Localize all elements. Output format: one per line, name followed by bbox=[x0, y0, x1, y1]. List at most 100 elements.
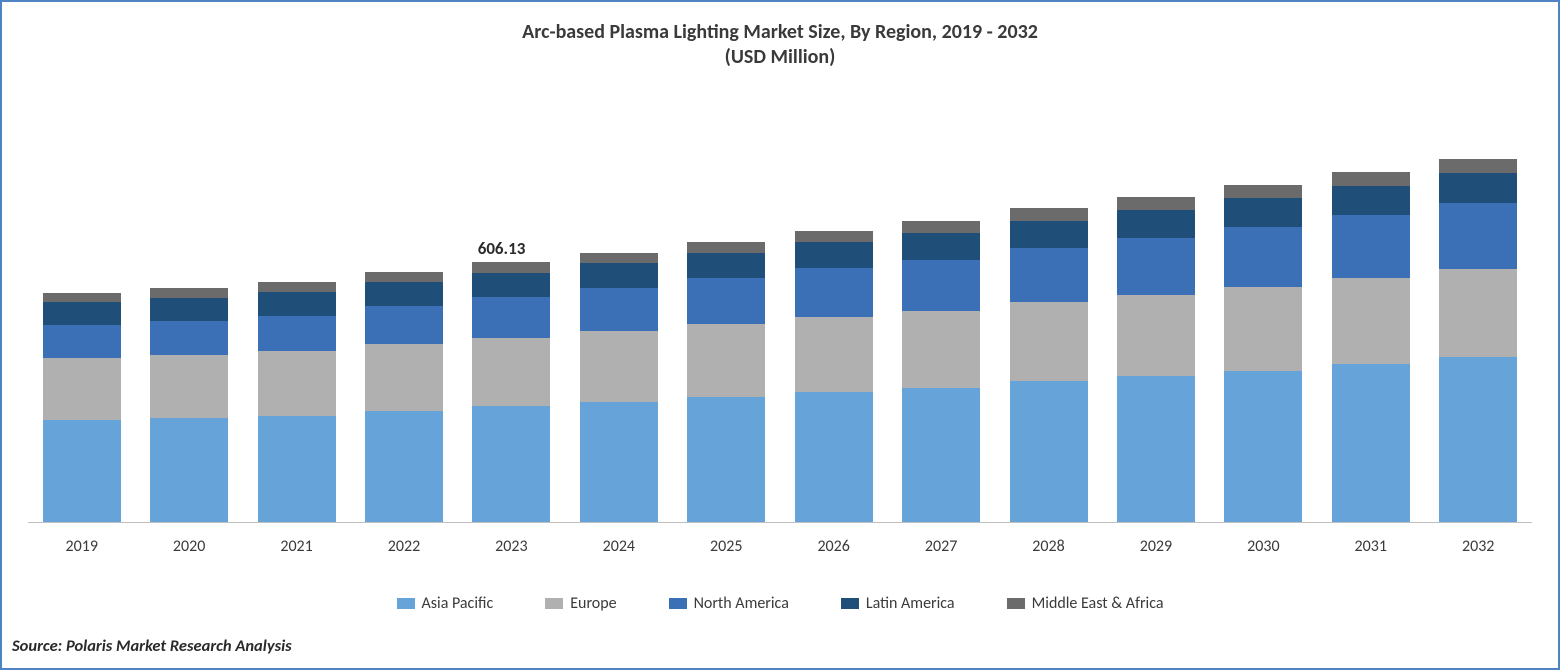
bar-segment bbox=[1224, 185, 1302, 198]
stacked-bar bbox=[1439, 159, 1517, 523]
legend-label: Europe bbox=[570, 594, 616, 613]
chart-subtitle: (USD Million) bbox=[2, 45, 1558, 70]
legend-label: Asia Pacific bbox=[422, 594, 494, 613]
bar-segment bbox=[150, 355, 228, 418]
bar-segment bbox=[687, 253, 765, 278]
bar-slot bbox=[135, 288, 242, 523]
x-axis-label: 2028 bbox=[995, 537, 1102, 556]
bar-segment bbox=[795, 268, 873, 317]
bar-segment bbox=[1117, 295, 1195, 376]
bar-segment bbox=[365, 411, 443, 523]
bar-segment bbox=[1224, 371, 1302, 524]
bar-segment bbox=[1439, 269, 1517, 357]
bar-segment bbox=[258, 292, 336, 316]
x-axis-label: 2023 bbox=[458, 537, 565, 556]
bar-slot bbox=[458, 262, 565, 523]
bar-segment bbox=[580, 288, 658, 331]
bar-segment bbox=[580, 253, 658, 264]
x-axis-label: 2019 bbox=[28, 537, 135, 556]
bar-segment bbox=[150, 321, 228, 355]
bar-segment bbox=[580, 263, 658, 288]
legend-item: North America bbox=[669, 594, 789, 613]
bar-segment bbox=[687, 397, 765, 523]
bar-segment bbox=[1439, 173, 1517, 203]
bar-segment bbox=[43, 293, 121, 302]
stacked-bar bbox=[43, 293, 121, 523]
bar-segment bbox=[150, 288, 228, 298]
bar-slot bbox=[350, 272, 457, 523]
bar-segment bbox=[1117, 376, 1195, 523]
legend-item: Latin America bbox=[841, 594, 955, 613]
bar-segment bbox=[365, 272, 443, 282]
stacked-bar bbox=[1224, 185, 1302, 523]
bar-segment bbox=[472, 338, 550, 407]
bar-segment bbox=[580, 402, 658, 523]
bar-segment bbox=[43, 325, 121, 358]
bar-segment bbox=[1117, 238, 1195, 295]
bar-segment bbox=[687, 324, 765, 397]
legend: Asia Pacific Europe North America Latin Ame… bbox=[2, 594, 1558, 613]
stacked-bar bbox=[1332, 172, 1410, 523]
bar-segment bbox=[150, 298, 228, 321]
legend-item: Europe bbox=[545, 594, 616, 613]
x-axis-label: 2032 bbox=[1424, 537, 1531, 556]
stacked-bar bbox=[580, 253, 658, 523]
bar-segment bbox=[795, 231, 873, 243]
bar-segment bbox=[1439, 159, 1517, 173]
bar-segment bbox=[1224, 227, 1302, 287]
bar-segment bbox=[472, 297, 550, 337]
bar-segment bbox=[472, 273, 550, 298]
bar-segment bbox=[687, 242, 765, 253]
chart-title: Arc-based Plasma Lighting Market Size, B… bbox=[2, 20, 1558, 45]
x-axis-label: 2024 bbox=[565, 537, 672, 556]
bar-segment bbox=[580, 331, 658, 402]
x-axis-label: 2025 bbox=[673, 537, 780, 556]
bar-slot bbox=[1424, 159, 1531, 523]
bar-segment bbox=[1117, 197, 1195, 210]
bar-segment bbox=[1224, 198, 1302, 227]
stacked-bar bbox=[150, 288, 228, 523]
stacked-bar bbox=[902, 221, 980, 523]
bar-segment bbox=[902, 311, 980, 388]
stacked-bar bbox=[1117, 197, 1195, 523]
x-axis-label: 2029 bbox=[1102, 537, 1209, 556]
bar-segment bbox=[1332, 215, 1410, 278]
source-text: Source: Polaris Market Research Analysis bbox=[12, 636, 292, 656]
bar-segment bbox=[1010, 302, 1088, 381]
bar-segment bbox=[365, 344, 443, 411]
bar-slot bbox=[243, 282, 350, 523]
x-axis-label: 2031 bbox=[1317, 537, 1424, 556]
bar-slot bbox=[995, 208, 1102, 523]
x-axis-label: 2021 bbox=[243, 537, 350, 556]
stacked-bar bbox=[687, 242, 765, 523]
bar-slot bbox=[1102, 197, 1209, 523]
bar-segment bbox=[1332, 278, 1410, 364]
stacked-bar bbox=[1010, 208, 1088, 523]
legend-swatch bbox=[669, 598, 687, 609]
bar-segment bbox=[258, 316, 336, 351]
legend-label: North America bbox=[694, 594, 789, 613]
chart-frame: Arc-based Plasma Lighting Market Size, B… bbox=[0, 0, 1560, 670]
bars-container bbox=[28, 152, 1532, 523]
legend-swatch bbox=[545, 598, 563, 609]
bar-segment bbox=[795, 392, 873, 523]
bar-segment bbox=[902, 221, 980, 233]
legend-label: Middle East & Africa bbox=[1032, 594, 1164, 613]
bar-segment bbox=[902, 388, 980, 523]
bar-segment bbox=[1010, 221, 1088, 249]
bar-segment bbox=[258, 282, 336, 292]
bar-slot bbox=[1317, 172, 1424, 523]
bar-segment bbox=[365, 306, 443, 344]
bar-segment bbox=[1010, 381, 1088, 523]
stacked-bar bbox=[258, 282, 336, 523]
bar-segment bbox=[472, 406, 550, 523]
bar-segment bbox=[902, 233, 980, 260]
bar-segment bbox=[1010, 208, 1088, 221]
stacked-bar bbox=[795, 231, 873, 523]
bar-slot bbox=[673, 242, 780, 523]
bar-segment bbox=[1224, 287, 1302, 370]
x-axis-label: 2026 bbox=[780, 537, 887, 556]
x-axis-label: 2030 bbox=[1210, 537, 1317, 556]
x-axis-label: 2022 bbox=[350, 537, 457, 556]
bar-segment bbox=[1439, 357, 1517, 523]
